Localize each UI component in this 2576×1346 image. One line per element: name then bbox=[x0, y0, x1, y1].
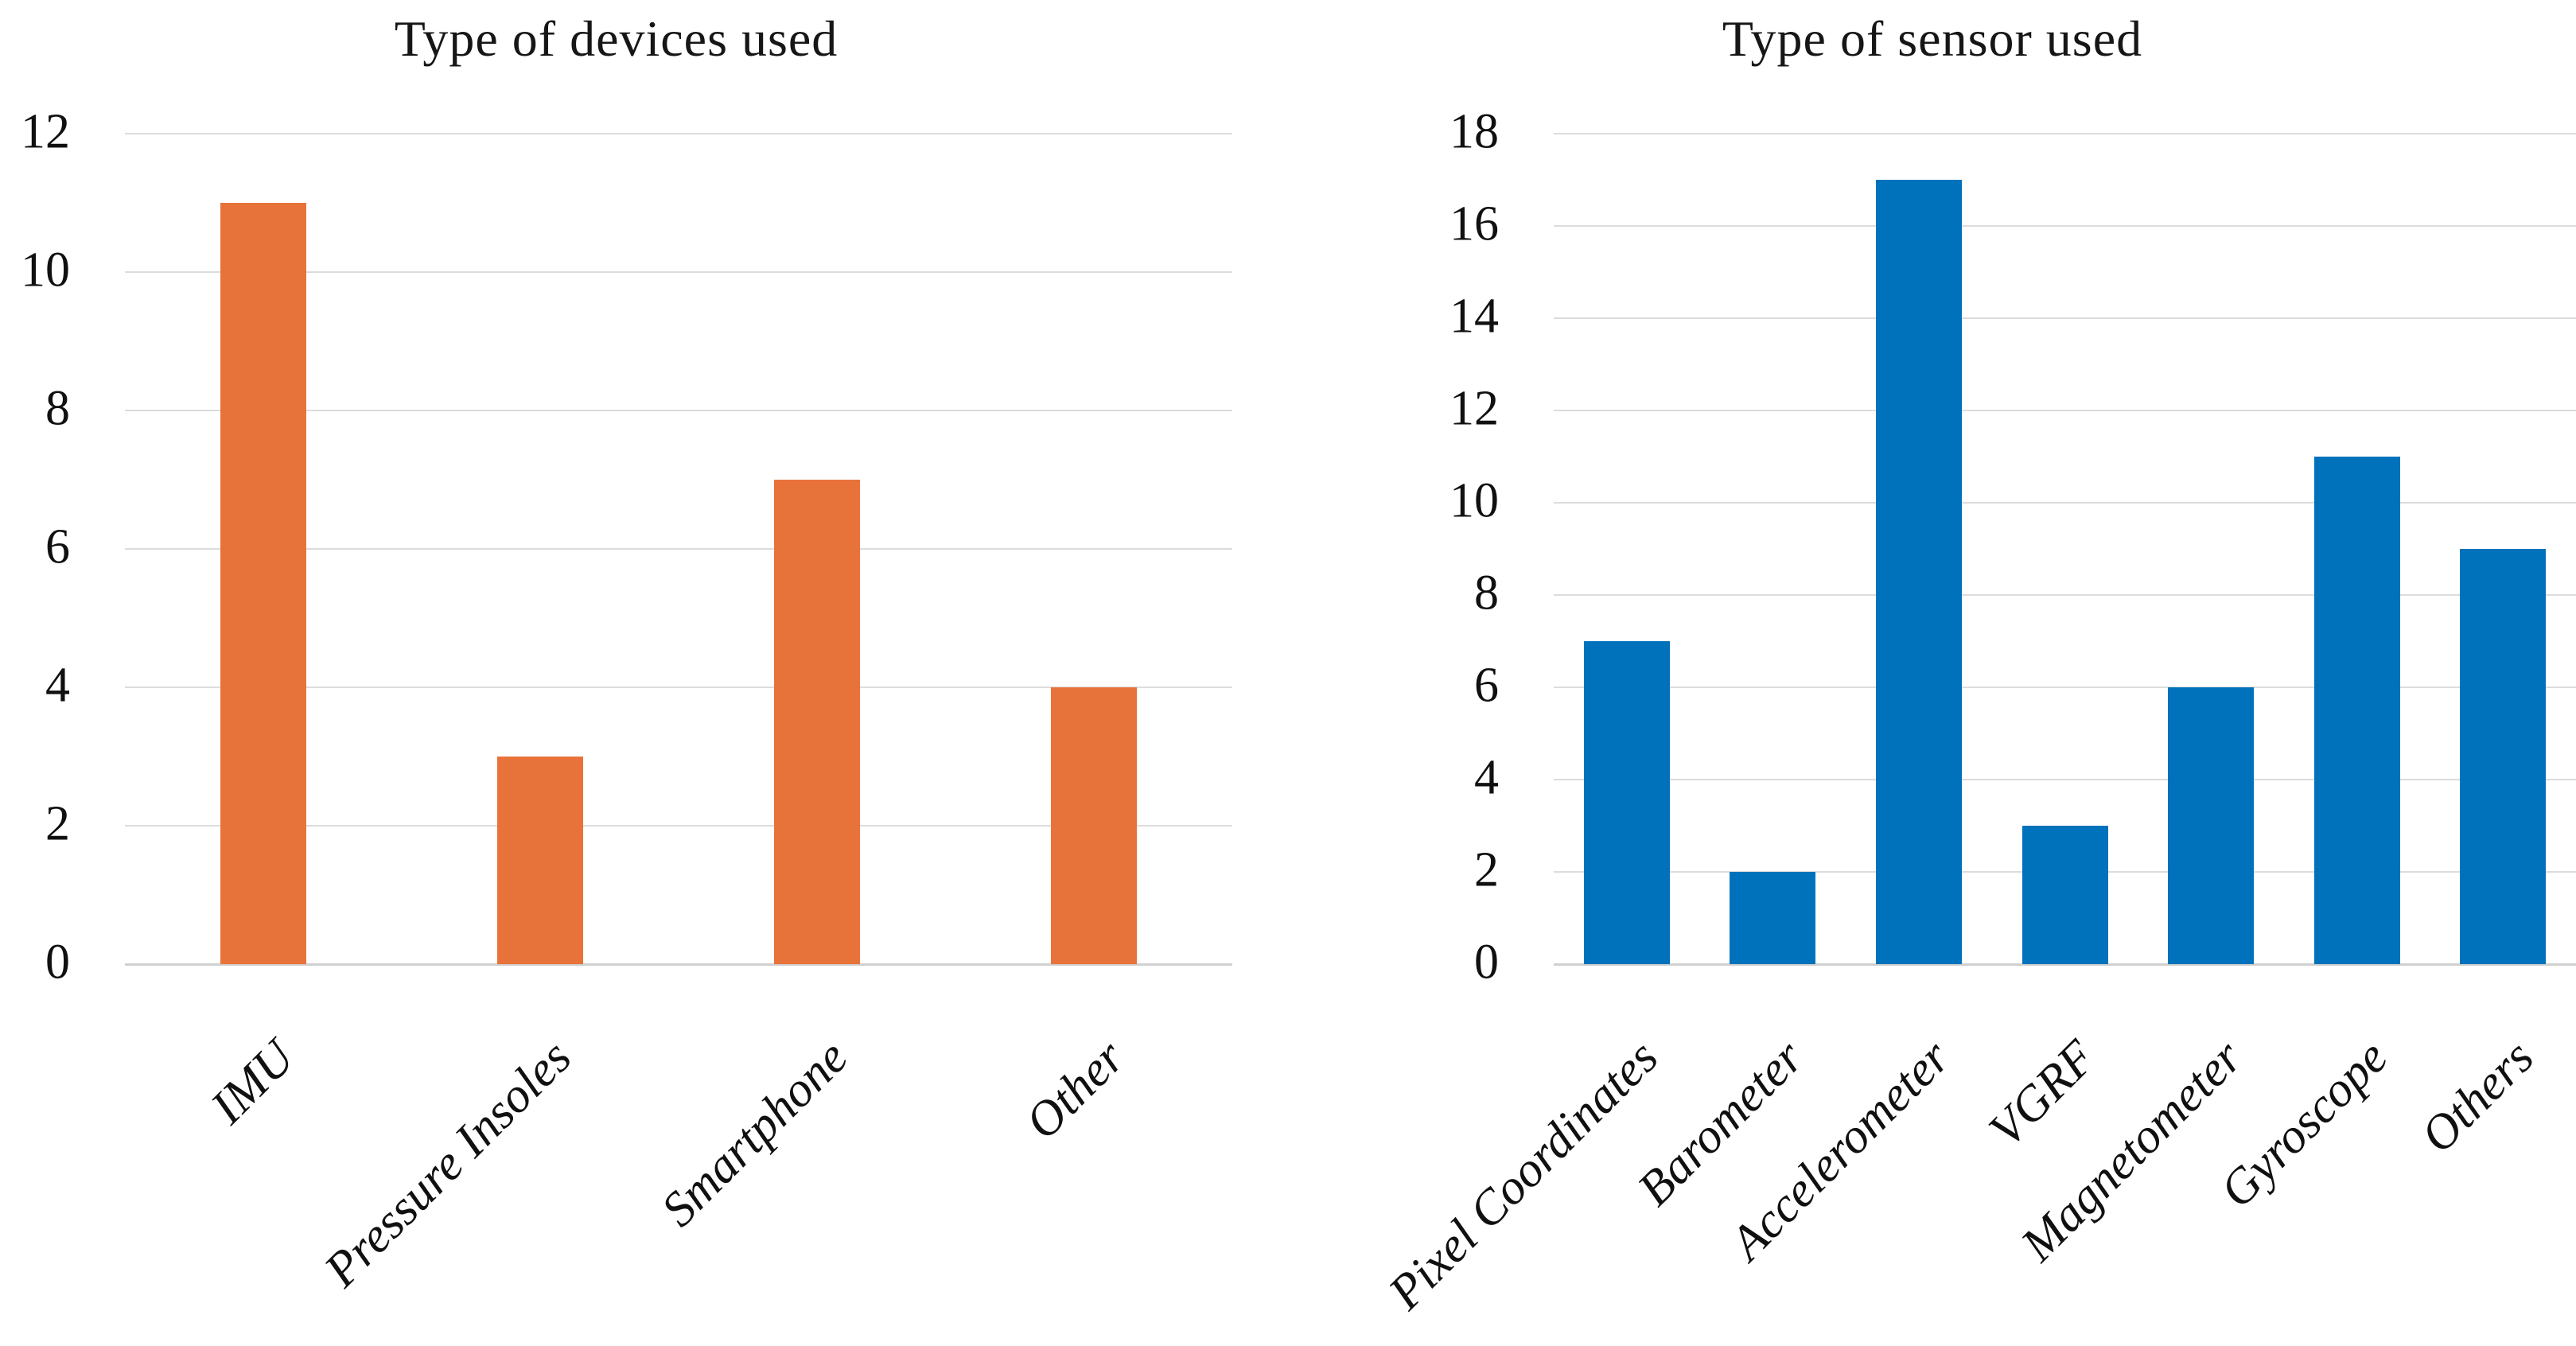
gridline bbox=[125, 133, 1232, 134]
y-tick-label: 8 bbox=[1474, 566, 1499, 620]
bar-gyroscope bbox=[2313, 457, 2400, 964]
x-tick-label: VGRF bbox=[1979, 1029, 2107, 1157]
bar-imu bbox=[220, 203, 306, 964]
gridline bbox=[1554, 594, 2576, 596]
x-tick-label: Other bbox=[1015, 1029, 1135, 1150]
y-tick-label: 6 bbox=[45, 519, 70, 574]
x-tick-label: Smartphone bbox=[651, 1029, 858, 1237]
y-tick-label: 0 bbox=[45, 935, 70, 990]
device-chart-title: Type of devices used bbox=[394, 10, 839, 67]
y-tick-label: 8 bbox=[45, 381, 70, 436]
gridline bbox=[125, 410, 1232, 411]
x-axis-line bbox=[125, 963, 1232, 966]
y-tick-label: 12 bbox=[1449, 381, 1499, 436]
gridline bbox=[1554, 317, 2576, 319]
sensor-type-chart: Type of sensor used 0 2 4 6 8 10 12 14 16 18 Pixel… bbox=[1289, 0, 2576, 1346]
x-axis-line bbox=[1554, 963, 2576, 966]
bar-pressure-insoles bbox=[497, 757, 583, 964]
gridline bbox=[125, 548, 1232, 550]
x-tick-label: Pressure Insoles bbox=[314, 1029, 582, 1297]
gridline bbox=[125, 687, 1232, 688]
bar-vgrf bbox=[2021, 826, 2108, 964]
bar-barometer bbox=[1730, 872, 1816, 964]
bar-magnetometer bbox=[2168, 687, 2255, 964]
gridline bbox=[1554, 410, 2576, 411]
bar-accelerometer bbox=[1875, 180, 1962, 964]
y-tick-label: 12 bbox=[21, 104, 70, 159]
gridline bbox=[125, 271, 1232, 273]
bar-other bbox=[1051, 687, 1137, 964]
x-tick-label: IMU bbox=[200, 1029, 305, 1134]
gridline bbox=[1554, 225, 2576, 227]
y-tick-label: 2 bbox=[1474, 842, 1499, 897]
gridline bbox=[1554, 133, 2576, 134]
sensor-chart-title: Type of sensor used bbox=[1722, 10, 2143, 67]
gridline bbox=[125, 825, 1232, 827]
bar-smartphone bbox=[774, 480, 860, 964]
y-tick-label: 4 bbox=[45, 658, 70, 713]
x-tick-label: Pixel Coordinates bbox=[1378, 1029, 1668, 1321]
gridline bbox=[1554, 779, 2576, 780]
bar-others bbox=[2460, 549, 2547, 964]
y-tick-label: 6 bbox=[1474, 658, 1499, 713]
bar-pixel-coordinates bbox=[1583, 641, 1670, 964]
y-tick-label: 18 bbox=[1449, 104, 1499, 159]
y-tick-label: 14 bbox=[1449, 289, 1499, 344]
x-tick-label: Others bbox=[2411, 1029, 2545, 1164]
y-tick-label: 16 bbox=[1449, 196, 1499, 251]
y-tick-label: 4 bbox=[1474, 750, 1499, 805]
y-tick-label: 10 bbox=[1449, 473, 1499, 528]
gridline bbox=[1554, 687, 2576, 688]
device-type-chart: Type of devices used 0 2 4 6 8 10 12 IMU Pressur… bbox=[21, 10, 1232, 1297]
y-tick-label: 10 bbox=[21, 243, 70, 298]
y-tick-label: 0 bbox=[1474, 935, 1499, 990]
gridline bbox=[1554, 502, 2576, 504]
y-tick-label: 2 bbox=[45, 796, 70, 851]
